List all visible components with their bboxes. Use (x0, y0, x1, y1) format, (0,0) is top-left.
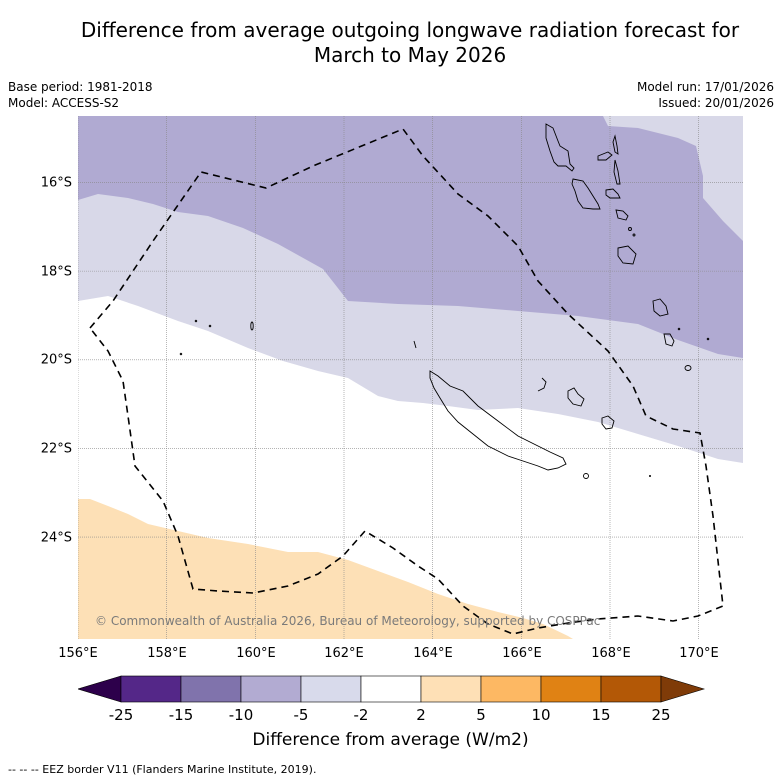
meta-right: Model run: 17/01/2026 Issued: 20/01/2026 (637, 79, 774, 111)
island-ambae (597, 151, 613, 161)
lon-tick-166e: 166°E (502, 646, 542, 661)
island-reef-2 (208, 324, 212, 328)
colorbar-cell (240, 675, 302, 703)
lon-tick-156e: 156°E (58, 646, 98, 661)
lon-tick-158e: 158°E (147, 646, 187, 661)
island-small-1 (628, 227, 632, 231)
island-new-caledonia (429, 370, 567, 471)
lon-tick-168e: 168°E (591, 646, 631, 661)
colorbar-over-arrow (660, 675, 706, 703)
island-maewo (612, 134, 619, 155)
lon-tick-162e: 162°E (324, 646, 364, 661)
island-malakula (571, 178, 601, 210)
lat-tick-22s: 22°S (40, 441, 72, 457)
colorbar-tick: 15 (591, 706, 611, 724)
colorbar-under-arrow (78, 675, 122, 703)
eez-legend-note: -- -- -- EEZ border V11 (Flanders Marine… (8, 763, 317, 776)
island-reef-3 (179, 352, 183, 356)
island-lifou (567, 387, 585, 407)
colorbar-cell (360, 675, 422, 703)
island-chesterfield (250, 321, 254, 331)
island-reef-1 (194, 319, 198, 323)
colorbar-cell (420, 675, 482, 703)
colorbar-tick: -10 (228, 706, 254, 724)
lat-tick-24s: 24°S (40, 530, 72, 546)
colorbar-tick: -15 (168, 706, 194, 724)
issued-date: Issued: 20/01/2026 (658, 96, 774, 110)
colorbar (78, 675, 706, 703)
colorbar-cell (540, 675, 602, 703)
colorbar-tick: 25 (651, 706, 671, 724)
lon-tick-170e: 170°E (679, 646, 719, 661)
colorbar-cell (180, 675, 242, 703)
island-tanna (663, 333, 675, 347)
island-small-3 (677, 327, 681, 331)
island-efate (617, 245, 637, 265)
meta-left: Base period: 1981-2018 Model: ACCESS-S2 (8, 79, 153, 111)
base-period: Base period: 1981-2018 (8, 80, 153, 94)
colorbar-tick: 2 (416, 706, 426, 724)
island-reef-4 (648, 474, 652, 478)
model-run: Model run: 17/01/2026 (636, 80, 774, 94)
lat-tick-20s: 20°S (40, 352, 72, 368)
island-small-2 (632, 233, 636, 237)
island-belep (413, 340, 417, 349)
island-epi (615, 209, 629, 221)
island-walpole (583, 473, 589, 479)
colorbar-label: Difference from average (W/m2) (252, 730, 529, 750)
model-name: Model: ACCESS-S2 (8, 96, 120, 110)
copyright-notice: © Commonwealth of Australia 2026, Bureau… (95, 614, 601, 628)
island-espiritu-santo (545, 123, 575, 172)
island-mare (601, 415, 615, 430)
eez-border (88, 128, 724, 635)
island-ouvea (537, 377, 547, 392)
gridlines (78, 116, 743, 639)
lon-tick-164e: 164°E (413, 646, 453, 661)
map-panel (78, 116, 743, 639)
colorbar-cell (600, 675, 662, 703)
title-line-2: March to May 2026 (313, 43, 507, 67)
island-aneityum (684, 365, 692, 371)
chart-title: Difference from average outgoing longwav… (0, 18, 781, 68)
colorbar-tick: 5 (476, 706, 486, 724)
colorbar-cell (480, 675, 542, 703)
colorbar-cell (120, 675, 182, 703)
coastlines (179, 123, 710, 479)
island-ambrym (605, 188, 621, 199)
title-line-1: Difference from average outgoing longwav… (80, 18, 740, 42)
region-medium-purple (78, 116, 743, 358)
colorbar-cell (300, 675, 362, 703)
island-small-4 (706, 337, 710, 341)
lat-tick-18s: 18°S (40, 264, 72, 280)
colorbar-tick: -2 (353, 706, 369, 724)
colorbar-tick: -25 (108, 706, 134, 724)
island-pentecost (613, 159, 621, 185)
lon-tick-160e: 160°E (236, 646, 276, 661)
lat-tick-16s: 16°S (40, 175, 72, 191)
island-erromango (652, 298, 669, 317)
map-canvas (78, 116, 743, 639)
colorbar-tick: 10 (531, 706, 551, 724)
colorbar-tick: -5 (293, 706, 309, 724)
